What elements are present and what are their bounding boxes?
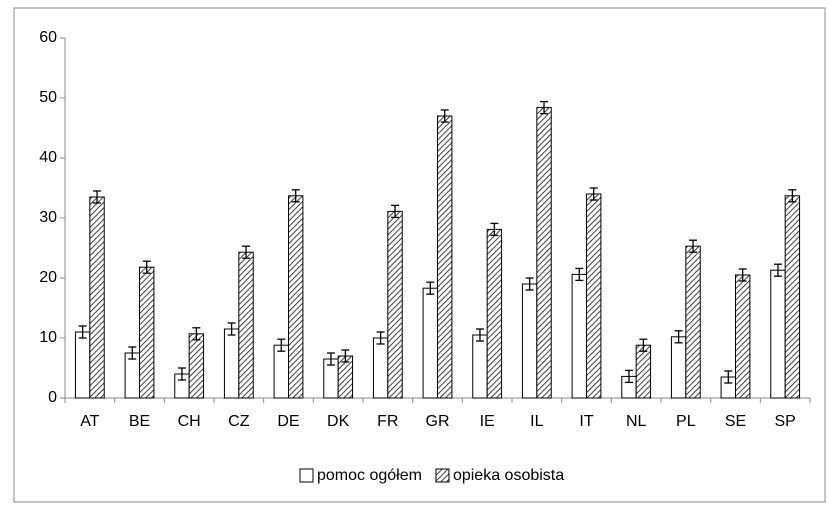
y-tick-label: 60 <box>39 29 57 46</box>
error-bar <box>475 328 484 342</box>
error-bar <box>242 245 251 259</box>
error-bar <box>277 338 286 352</box>
bar <box>586 193 602 399</box>
error-bar <box>440 109 449 123</box>
error-bar <box>490 222 499 237</box>
bar <box>536 107 552 399</box>
bar <box>735 274 751 399</box>
error-bar <box>128 346 137 360</box>
x-tick-label: IE <box>480 413 495 430</box>
bar <box>784 195 801 399</box>
bar <box>74 331 91 399</box>
bar <box>486 228 503 399</box>
error-bar <box>426 281 435 295</box>
error-bar <box>391 204 400 219</box>
bar <box>89 196 105 399</box>
bar <box>238 251 254 399</box>
x-tick-label: DK <box>327 413 350 430</box>
bar <box>472 334 488 399</box>
bar <box>387 210 403 399</box>
bar <box>770 269 786 399</box>
y-tick-label: 0 <box>48 389 57 406</box>
error-bar <box>773 263 782 277</box>
error-bar <box>575 267 584 282</box>
bar <box>288 195 304 399</box>
error-bar <box>142 260 151 274</box>
error-bar <box>93 190 102 204</box>
y-tick-label: 10 <box>39 329 57 346</box>
bar <box>635 344 652 399</box>
x-tick-label: CH <box>178 413 201 430</box>
error-bar <box>341 349 350 363</box>
legend-swatch <box>435 468 450 483</box>
bar <box>273 344 290 399</box>
bar <box>124 352 140 399</box>
bar <box>188 333 205 399</box>
y-tick-label: 30 <box>39 209 57 226</box>
y-tick-label: 40 <box>39 149 57 166</box>
x-tick-label: CZ <box>228 413 250 430</box>
x-tick-label: SE <box>725 413 746 430</box>
error-bar <box>738 268 747 282</box>
legend-swatch <box>299 468 314 483</box>
error-bar <box>624 369 633 384</box>
error-bar <box>326 352 335 366</box>
y-tick-label: 50 <box>39 89 57 106</box>
error-bar <box>291 189 300 203</box>
error-bar <box>376 331 385 345</box>
x-tick-label: BE <box>129 413 150 430</box>
bar <box>670 336 687 399</box>
bar <box>437 115 453 399</box>
error-bar <box>540 100 549 115</box>
x-tick-label: IL <box>530 413 543 430</box>
bar <box>685 245 701 399</box>
x-tick-label: FR <box>377 413 398 430</box>
x-tick-label: NL <box>626 413 647 430</box>
error-bar <box>724 370 733 384</box>
error-bar <box>525 277 534 291</box>
bar <box>223 328 240 399</box>
x-tick-label: GR <box>426 413 450 430</box>
error-bar <box>689 239 698 253</box>
error-bar <box>227 322 236 336</box>
x-tick-label: SP <box>774 413 795 430</box>
x-tick-label: PL <box>676 413 696 430</box>
bar <box>521 283 538 399</box>
error-bar <box>177 367 186 381</box>
bar <box>139 266 155 399</box>
bar <box>571 273 588 399</box>
legend-label: opieka osobista <box>453 467 564 484</box>
bar <box>372 337 389 399</box>
error-bar <box>589 187 598 201</box>
y-tick-label: 20 <box>39 269 57 286</box>
error-bar <box>674 330 683 344</box>
x-tick-label: AT <box>80 413 99 430</box>
error-bar <box>639 338 648 352</box>
bar <box>422 287 439 399</box>
error-bar <box>788 189 797 203</box>
legend-label: pomoc ogółem <box>317 467 422 484</box>
error-bar <box>78 325 87 339</box>
error-bar <box>192 327 201 341</box>
x-tick-label: DE <box>277 413 299 430</box>
x-tick-label: IT <box>579 413 593 430</box>
